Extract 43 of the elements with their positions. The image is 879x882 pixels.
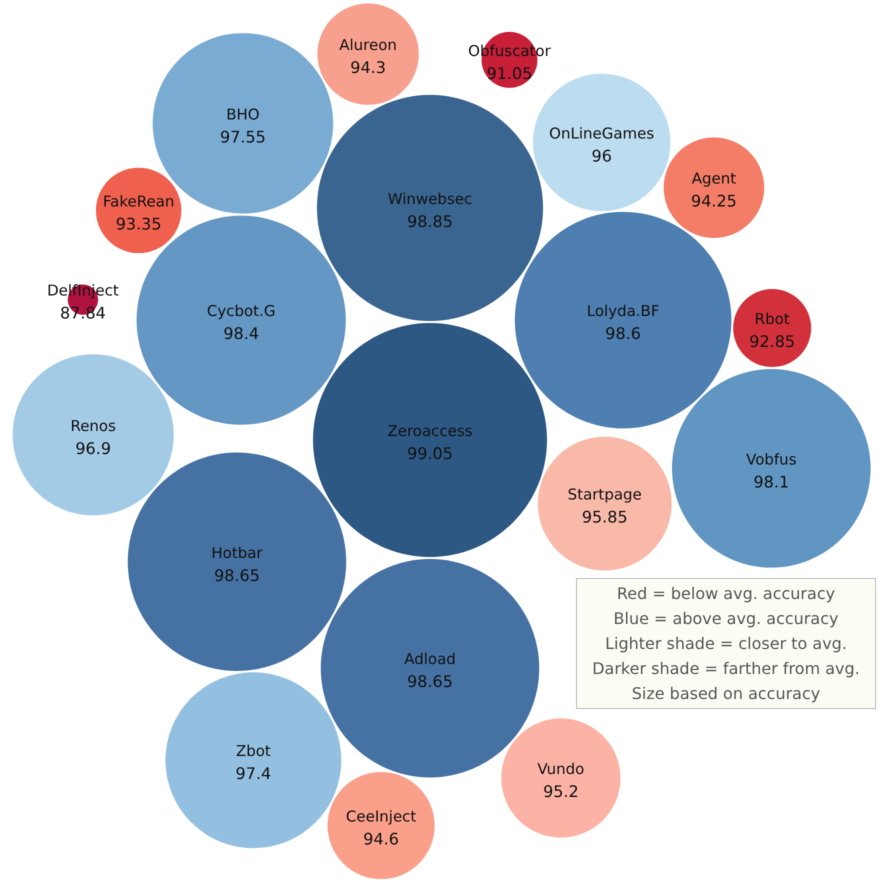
category-label: Zeroaccess: [387, 422, 473, 440]
text: Blue = above avg. accuracy: [612, 608, 840, 630]
category-label: Vobfus: [746, 450, 797, 468]
data-label: 97.4: [236, 764, 272, 784]
data-label: 96.9: [75, 438, 112, 458]
category-label: Cycbot.G: [206, 302, 276, 320]
category-label: Agent: [692, 170, 736, 188]
category-label: CeeInject: [346, 808, 416, 826]
data-label: 94.3: [350, 58, 386, 78]
data-label: 97.55: [220, 127, 266, 146]
category-label: Renos: [70, 416, 116, 435]
category-label: Alureon: [339, 36, 397, 54]
category-label: FakeRean: [102, 192, 174, 210]
category-label: Vundo: [537, 760, 584, 778]
data-label: 98.1: [754, 472, 790, 492]
category-label: Startpage: [568, 486, 642, 504]
category-label: Adload: [404, 650, 456, 668]
text: Size based on accuracy: [630, 683, 822, 705]
data-label: 98.65: [407, 672, 453, 692]
text: Darker shade = farther from avg.: [591, 658, 861, 680]
data-label: 94.6: [363, 830, 399, 849]
data-label: 98.4: [223, 324, 259, 344]
data-label: 87.84: [60, 304, 106, 323]
data-label: 99.05: [407, 444, 453, 463]
data-label: 93.35: [116, 214, 162, 234]
data-label: 94.25: [691, 192, 737, 211]
data-label: 98.85: [407, 212, 453, 231]
category-label: BHO: [226, 105, 260, 124]
text: Lighter shade = closer to avg.: [604, 633, 848, 655]
data-label: 98.65: [214, 566, 260, 585]
text: Red = below avg. accuracy: [616, 583, 836, 605]
category-label: Hotbar: [211, 544, 264, 562]
data-label: 91.05: [486, 64, 532, 83]
data-label: 98.6: [605, 324, 641, 344]
data-label: 95.85: [582, 508, 628, 527]
category-label: Lolyda.BF: [586, 302, 660, 320]
category-label: Rbot: [754, 310, 790, 328]
data-label: 92.85: [749, 332, 796, 352]
category-label: Winwebsec: [388, 190, 472, 208]
data-label: 95.2: [543, 782, 579, 802]
category-label: OnLineGames: [549, 124, 654, 142]
category-label: Zbot: [236, 742, 271, 760]
data-label: 96: [592, 146, 612, 166]
